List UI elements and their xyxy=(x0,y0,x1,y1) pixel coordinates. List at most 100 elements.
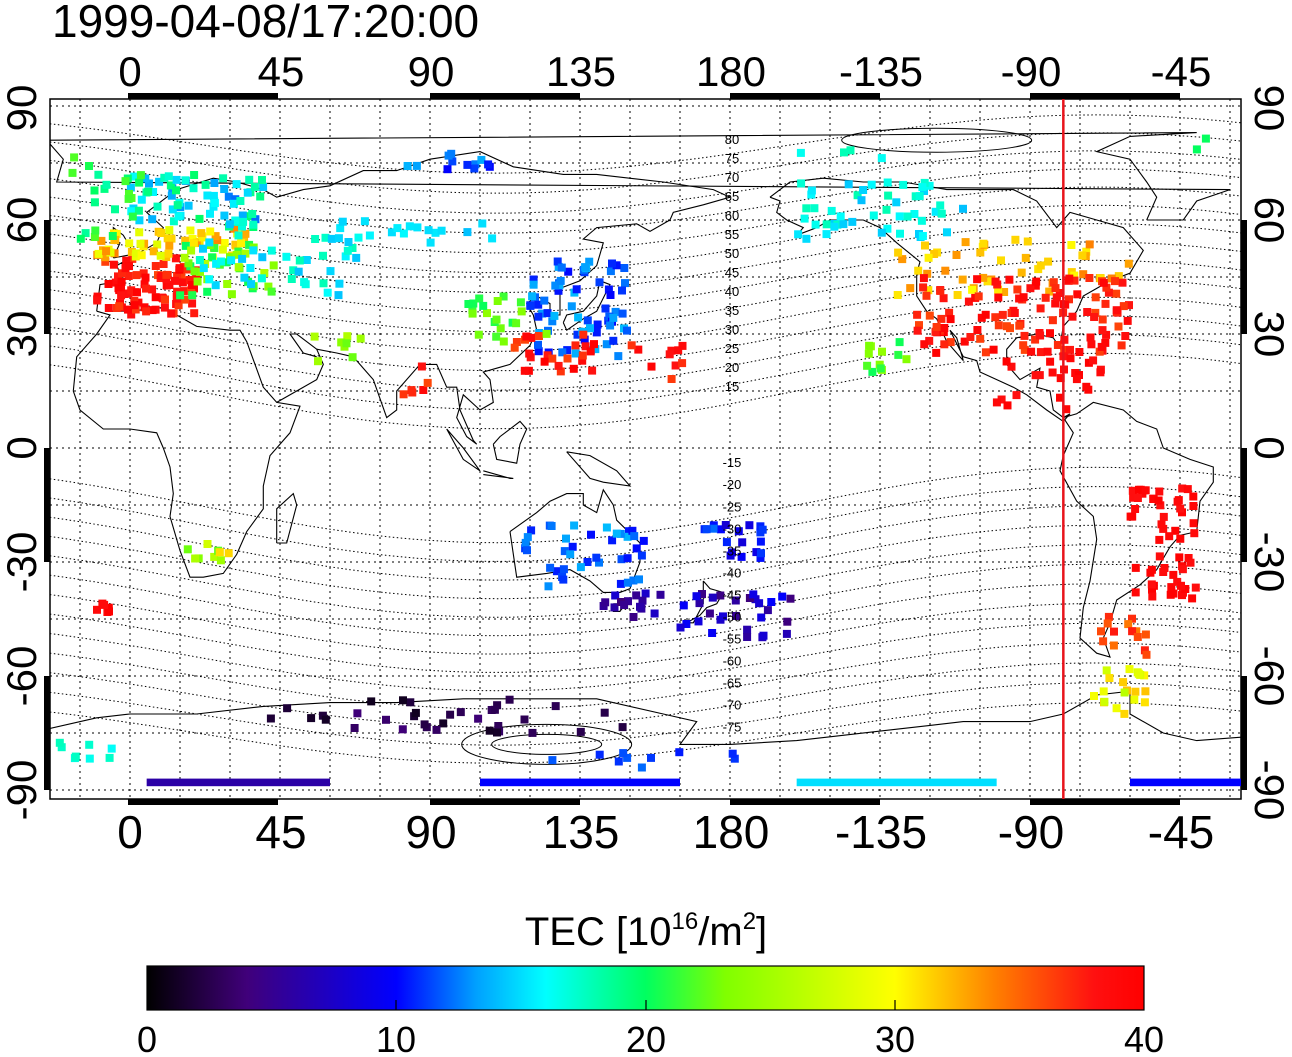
tec-point xyxy=(110,249,119,258)
tec-point xyxy=(360,217,369,226)
contour-label: 50 xyxy=(725,246,739,261)
tec-point xyxy=(1147,580,1156,589)
tec-point xyxy=(859,186,868,194)
tec-point xyxy=(117,291,126,300)
tec-point xyxy=(165,241,174,250)
tec-point xyxy=(558,348,567,357)
tec-point xyxy=(548,354,557,363)
tec-point xyxy=(115,302,124,311)
tec-point xyxy=(914,266,923,275)
colorbar-tick-labels: 0 10 20 30 40 xyxy=(137,1019,1164,1057)
top-lon-label: 45 xyxy=(258,48,305,95)
tec-point xyxy=(231,195,240,204)
tec-point xyxy=(183,545,192,554)
tec-point xyxy=(964,297,973,306)
tec-point xyxy=(940,324,949,332)
tec-point xyxy=(471,160,480,169)
tec-point xyxy=(164,249,173,258)
tec-point xyxy=(1103,619,1112,628)
tec-point xyxy=(107,744,116,753)
tec-point xyxy=(1021,253,1030,262)
tec-point xyxy=(134,206,143,215)
top-lon-label: -90 xyxy=(1001,48,1062,95)
south-pole-contour xyxy=(491,733,603,755)
tec-point xyxy=(165,226,174,235)
tec-point xyxy=(132,271,141,280)
tec-point xyxy=(1090,313,1099,321)
tec-point xyxy=(176,291,185,300)
tec-point xyxy=(209,191,218,200)
tec-point xyxy=(135,178,144,187)
tec-point xyxy=(1124,259,1133,268)
tec-point xyxy=(1131,588,1140,597)
tec-point xyxy=(1031,371,1040,380)
tec-point xyxy=(923,269,932,278)
tec-point xyxy=(563,354,572,363)
tec-point xyxy=(521,538,530,547)
tec-point xyxy=(287,275,296,283)
tec-point xyxy=(1125,301,1133,310)
tec-point xyxy=(1159,524,1168,533)
tec-point xyxy=(231,216,240,225)
tec-point xyxy=(1133,494,1142,502)
tec-point xyxy=(1079,270,1088,279)
tec-point xyxy=(574,313,583,322)
tec-point xyxy=(222,258,231,267)
bottom-lon-label: 135 xyxy=(543,806,620,858)
tec-point xyxy=(356,334,365,343)
tec-point xyxy=(157,271,166,280)
tec-point xyxy=(210,199,219,207)
tec-point xyxy=(141,273,150,282)
tec-point xyxy=(1141,687,1150,696)
coastline-segment xyxy=(684,580,725,624)
tec-point xyxy=(894,248,903,257)
tec-point xyxy=(162,275,171,284)
tec-point xyxy=(915,192,924,201)
tec-point xyxy=(1098,326,1107,335)
tec-point xyxy=(334,291,343,300)
tec-point xyxy=(1010,309,1019,317)
tec-point xyxy=(190,267,199,276)
tec-point xyxy=(105,753,114,762)
tec-point xyxy=(1128,627,1137,636)
tec-point xyxy=(778,592,787,601)
tec-point xyxy=(867,180,876,189)
tec-point xyxy=(595,278,604,287)
tec-point xyxy=(610,603,619,612)
tec-point xyxy=(864,349,873,358)
tec-point xyxy=(439,719,448,728)
tec-point xyxy=(181,176,190,185)
tec-point xyxy=(602,523,611,532)
tec-point xyxy=(132,249,141,258)
tec-point xyxy=(245,175,254,184)
right-lat-label: 30 xyxy=(1246,311,1292,358)
tec-point xyxy=(694,617,703,626)
tec-point xyxy=(520,715,529,724)
tec-point xyxy=(614,757,623,766)
tec-point xyxy=(1114,322,1123,331)
tec-point xyxy=(141,174,150,183)
tec-point xyxy=(234,231,243,240)
tec-point xyxy=(602,340,611,349)
tec-point xyxy=(586,324,594,333)
tec-point xyxy=(551,702,560,711)
contour-label: -25 xyxy=(723,499,742,514)
tec-point xyxy=(258,253,267,262)
tec-point xyxy=(178,278,187,287)
tec-point xyxy=(133,288,141,297)
tec-point xyxy=(175,264,184,273)
tec-point xyxy=(393,224,402,233)
tec-point xyxy=(326,267,335,276)
tec-point xyxy=(224,549,233,558)
tec-point xyxy=(981,348,990,357)
tec-point xyxy=(246,264,255,272)
tec-point xyxy=(267,287,276,296)
tec-point xyxy=(884,191,893,200)
tec-point xyxy=(1176,534,1185,543)
tec-point xyxy=(709,524,718,533)
tec-point xyxy=(1091,308,1100,317)
tec-point xyxy=(492,315,501,324)
tec-point xyxy=(559,575,568,584)
top-longitude-labels: 0 45 90 135 180 -135 -90 -45 xyxy=(118,48,1211,95)
tec-point xyxy=(1191,583,1200,592)
